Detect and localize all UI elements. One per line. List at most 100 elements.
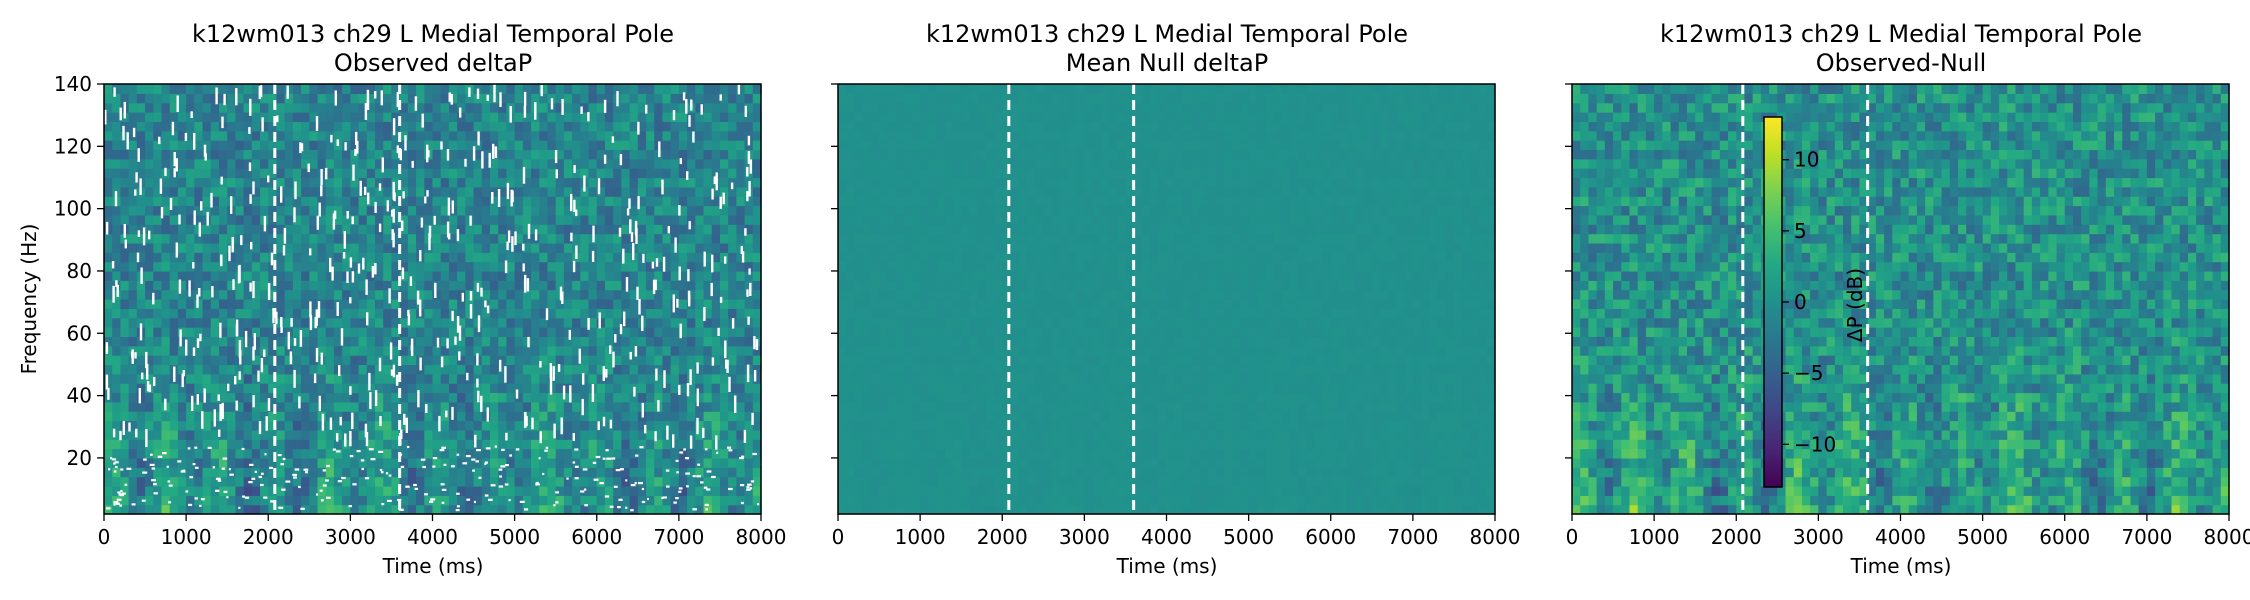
heatmap-cell: [194, 467, 204, 478]
missing-value-mark: [336, 450, 341, 453]
heatmap-cell: [1010, 476, 1020, 487]
heatmap-cell: [752, 364, 762, 375]
missing-value-mark: [740, 501, 744, 505]
heatmap-cell: [1429, 476, 1439, 487]
heatmap-cell: [687, 177, 696, 188]
heatmap-cell: [1314, 485, 1324, 496]
heatmap-cell: [366, 504, 376, 515]
heatmap-cell: [169, 270, 179, 281]
heatmap-cell: [514, 448, 524, 459]
heatmap-cell: [728, 84, 737, 94]
missing-value-mark: [113, 87, 116, 97]
heatmap-cell: [177, 411, 187, 422]
heatmap-cell: [210, 495, 220, 506]
heatmap-cell: [637, 355, 647, 366]
heatmap-cell: [522, 299, 532, 309]
heatmap-cell: [235, 429, 245, 440]
heatmap-cell: [145, 270, 154, 281]
heatmap-cell: [539, 84, 549, 94]
heatmap-cell: [711, 214, 721, 225]
missing-value-mark: [573, 199, 576, 212]
heatmap-cell: [646, 448, 655, 459]
heatmap-cell: [870, 504, 880, 515]
heatmap-cell: [448, 364, 458, 375]
heatmap-cell: [744, 327, 754, 337]
heatmap-cell: [399, 345, 409, 356]
heatmap-cell: [136, 196, 146, 207]
heatmap-cell: [604, 317, 614, 328]
heatmap-cell: [621, 299, 631, 309]
heatmap-cell: [646, 205, 655, 216]
heatmap-cell: [1462, 495, 1471, 506]
heatmap-cell: [391, 373, 401, 384]
heatmap-cell: [104, 102, 113, 113]
heatmap-cell: [744, 224, 754, 235]
heatmap-cell: [268, 299, 278, 309]
heatmap-cell: [424, 158, 434, 169]
heatmap-cell: [1338, 467, 1348, 478]
heatmap-cell: [719, 485, 729, 496]
heatmap-cell: [440, 308, 450, 319]
heatmap-cell: [604, 476, 614, 487]
heatmap-cell: [711, 476, 721, 487]
heatmap-cell: [862, 504, 872, 515]
heatmap-cell: [1067, 457, 1077, 468]
heatmap-cell: [383, 476, 393, 487]
heatmap-cell: [711, 140, 721, 151]
heatmap-cell: [703, 299, 713, 309]
heatmap-cell: [572, 355, 581, 366]
heatmap-cell: [227, 280, 236, 291]
heatmap-cell: [177, 261, 187, 272]
heatmap-cell: [903, 504, 913, 515]
missing-value-mark: [428, 225, 432, 239]
heatmap-cell: [202, 121, 212, 132]
missing-value-mark: [153, 492, 158, 495]
heatmap-cell: [506, 299, 516, 309]
heatmap-cell: [399, 327, 409, 337]
heatmap-cell: [1207, 467, 1217, 478]
heatmap-cell: [703, 112, 713, 122]
heatmap-cell: [424, 140, 434, 151]
heatmap-cell: [432, 355, 442, 366]
heatmap-cell: [136, 345, 146, 356]
missing-value-mark: [338, 365, 341, 376]
missing-value-mark: [476, 378, 479, 388]
heatmap-cell: [161, 308, 171, 319]
heatmap-cell: [243, 345, 253, 356]
heatmap-cell: [670, 289, 680, 300]
heatmap-cell: [268, 439, 278, 450]
heatmap-cell: [719, 177, 729, 188]
heatmap-cell: [695, 112, 705, 122]
heatmap-cell: [498, 205, 508, 216]
heatmap-cell: [457, 299, 466, 309]
heatmap-cell: [531, 429, 540, 440]
heatmap-cell: [514, 383, 524, 394]
heatmap-cell: [301, 270, 310, 281]
panel-null: k12wm013 ch29 L Medial Temporal Pole Mea…: [831, 20, 1520, 578]
heatmap-cell: [736, 317, 746, 328]
heatmap-cell: [186, 233, 195, 244]
heatmap-cell: [621, 205, 631, 216]
y-tick-label: 60: [67, 321, 92, 345]
missing-value-mark: [441, 446, 446, 449]
heatmap-cell: [465, 336, 475, 347]
heatmap-cell: [736, 448, 746, 459]
heatmap-cell: [670, 196, 680, 207]
heatmap-cell: [235, 448, 245, 459]
heatmap-cell: [399, 168, 409, 179]
heatmap-cell: [251, 168, 261, 179]
missing-value-mark: [663, 370, 666, 388]
heatmap-cell: [870, 467, 880, 478]
heatmap-cell: [654, 289, 664, 300]
missing-value-mark: [473, 500, 476, 504]
heatmap-cell: [969, 467, 979, 478]
heatmap-cell: [1109, 485, 1118, 496]
heatmap-cell: [416, 214, 425, 225]
heatmap-cell: [358, 140, 368, 151]
heatmap-cell: [104, 429, 113, 440]
heatmap-cell: [177, 214, 187, 225]
heatmap-cell: [596, 420, 606, 431]
heatmap-cell: [202, 280, 212, 291]
missing-value-mark: [549, 363, 552, 379]
missing-value-mark: [112, 428, 116, 438]
